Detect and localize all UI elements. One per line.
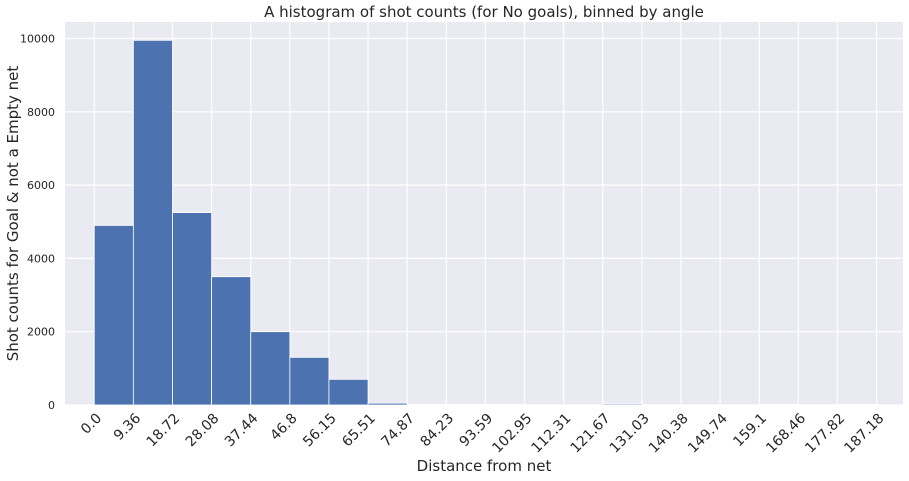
- x-tick-label: 121.67: [568, 411, 614, 457]
- x-tick-label: 84.23: [417, 411, 457, 451]
- x-tick-label: 9.36: [111, 410, 144, 443]
- histogram-bar: [367, 402, 408, 406]
- y-tick-label: 0: [48, 399, 55, 412]
- bars-layer: [93, 39, 877, 406]
- x-tick-label: 65.51: [339, 411, 379, 451]
- y-tick-label: 8000: [27, 106, 55, 119]
- x-tick-label: 131.03: [607, 411, 653, 457]
- chart-title: A histogram of shot counts (for No goals…: [264, 3, 704, 21]
- y-tick-label: 10000: [20, 32, 55, 45]
- x-tick-label: 37.44: [222, 410, 262, 450]
- histogram-bar: [289, 356, 330, 406]
- x-tick-label: 56.15: [300, 411, 340, 451]
- histogram-bar: [211, 276, 252, 406]
- x-tick-label: 140.38: [646, 411, 692, 457]
- histogram-bar: [837, 404, 877, 406]
- x-tick-labels: 0.0 9.36 18.72 28.08 37.44 46.8 56.15 65.51 74.8…: [78, 410, 887, 456]
- x-tick-label: 18.72: [144, 411, 184, 451]
- y-tick-labels: 0 2000 4000 6000 8000 10000: [20, 32, 55, 412]
- histogram-bar: [250, 331, 291, 406]
- x-tick-label: 74.87: [378, 411, 418, 451]
- y-tick-label: 2000: [27, 326, 55, 339]
- x-tick-label: 112.31: [529, 411, 575, 457]
- histogram-bar: [445, 403, 486, 406]
- x-tick-label: 149.74: [685, 410, 731, 456]
- x-tick-label: 177.82: [802, 411, 848, 457]
- histogram-bar: [758, 404, 799, 406]
- histogram-bar: [328, 378, 369, 406]
- x-axis-label: Distance from net: [417, 457, 552, 475]
- histogram-bar: [93, 225, 134, 406]
- histogram-bar: [172, 212, 213, 406]
- x-tick-label: 168.46: [763, 410, 809, 456]
- histogram-bar: [602, 403, 643, 406]
- histogram-bar: [132, 39, 173, 406]
- x-tick-label: 28.08: [183, 411, 223, 451]
- y-axis-label: Shot counts for Goal & not a Empty net: [4, 66, 22, 362]
- y-tick-label: 4000: [27, 252, 55, 265]
- x-tick-label: 46.8: [267, 411, 300, 444]
- y-tick-label: 6000: [27, 179, 55, 192]
- x-tick-label: 187.18: [841, 411, 887, 457]
- x-tick-label: 102.95: [489, 411, 535, 457]
- x-tick-label: 0.0: [78, 411, 105, 438]
